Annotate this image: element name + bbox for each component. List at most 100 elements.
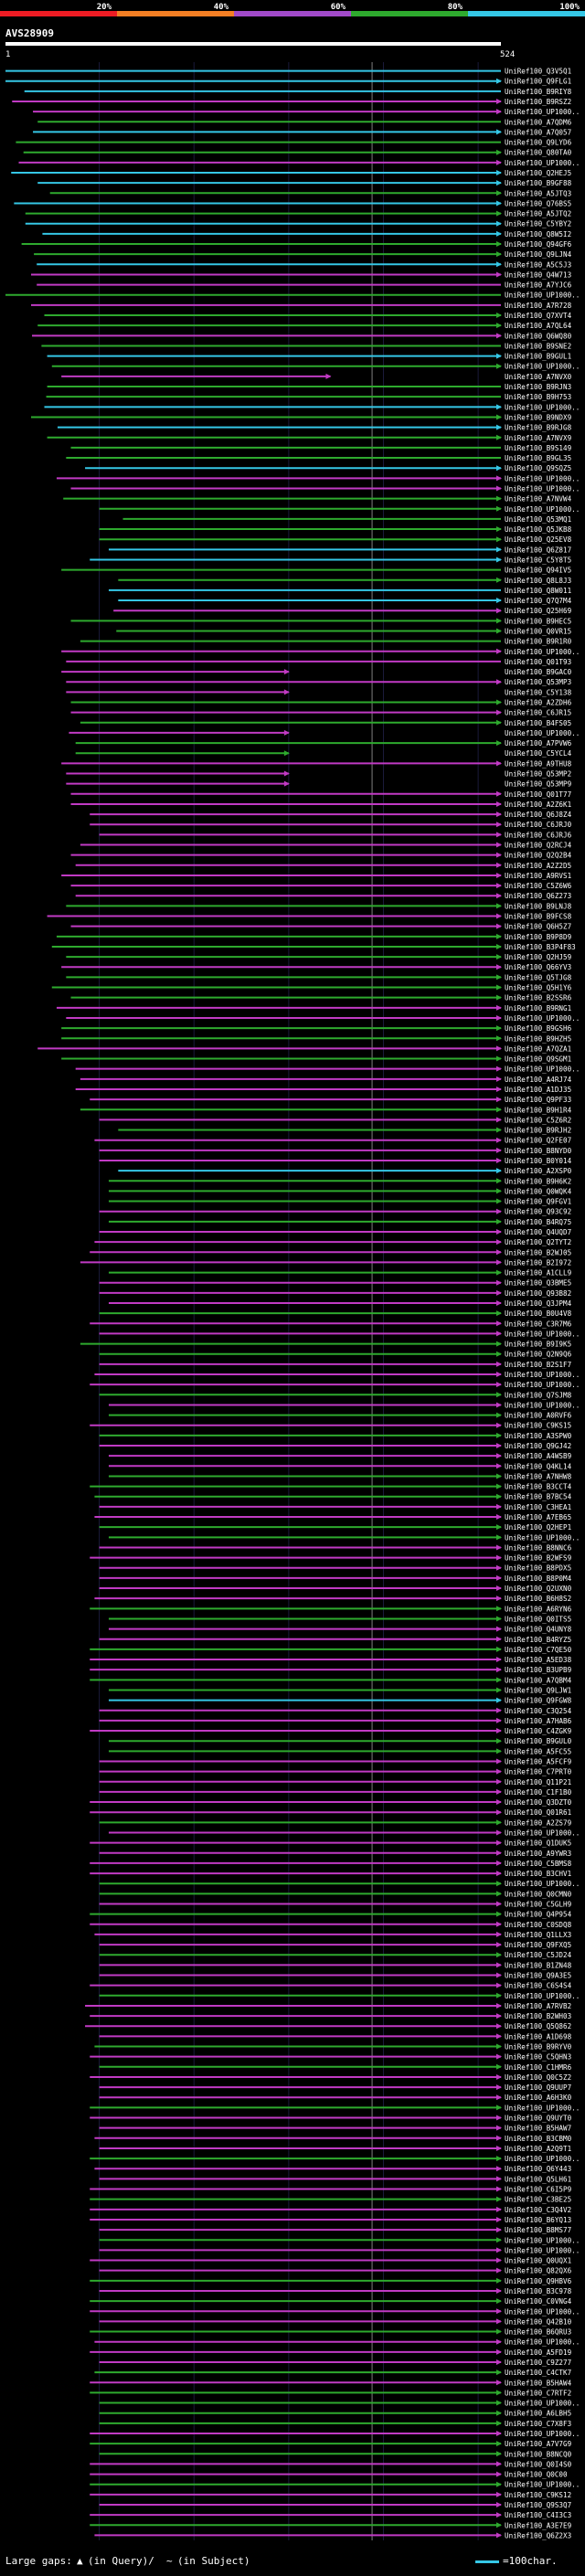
hit-label: UniRef100_Q66YV3 [505, 963, 571, 971]
hit-arrow [496, 2135, 502, 2141]
hit-arrow [496, 1860, 502, 1866]
hit-arrow [496, 2043, 502, 2050]
hit-arrow [496, 719, 502, 726]
hit-label: UniRef100_Q4UNY8 [505, 1626, 572, 1634]
hit-label: UniRef100_Q5TJG8 [505, 973, 572, 981]
hit-label: UniRef100_A7HAB6 [505, 1717, 572, 1725]
hit-arrow [496, 1463, 502, 1469]
hit-label: UniRef100_Q9S3Q7 [505, 2501, 571, 2509]
hit-arrow [496, 149, 502, 155]
hit-label: UniRef100_UP1000.. [505, 1065, 580, 1074]
hit-arrow [496, 760, 502, 767]
hit-label: UniRef100_B3CBM0 [505, 2135, 572, 2143]
query-bar [5, 42, 501, 46]
hit-arrow [496, 1534, 502, 1541]
hit-arrow [496, 2002, 502, 2009]
hit-label: UniRef100_C5QHN3 [505, 2053, 571, 2062]
hit-arrow [496, 434, 502, 440]
hit-label: UniRef100_A7PVW6 [505, 739, 572, 747]
hit-arrow [496, 424, 502, 430]
query-gap-icon: ▲ [77, 2555, 83, 2567]
hit-label: UniRef100_A9YWR3 [505, 1850, 571, 1858]
hit-arrow [496, 1310, 502, 1317]
hit-label: UniRef100_C6JRJ6 [505, 831, 572, 839]
scale-tick-label: 20% [97, 3, 112, 12]
hit-arrow [496, 190, 502, 196]
hit-label: UniRef100_Q4KL14 [505, 1462, 572, 1470]
hit-label: UniRef100_B3CHV1 [505, 1870, 572, 1878]
hit-arrow [496, 2380, 502, 2386]
hit-label: UniRef100_B9RJN3 [505, 383, 571, 391]
hit-label: UniRef100_Q6J8Z4 [505, 811, 572, 819]
hit-label: UniRef100_B8PDX5 [505, 1564, 571, 1573]
hit-arrow [496, 1289, 502, 1296]
hit-arrow [496, 2471, 502, 2477]
hit-label: UniRef100_C6JR15 [505, 709, 571, 717]
hit-label: UniRef100_Q01R61 [505, 1808, 572, 1817]
hit-label: UniRef100_B3C978 [505, 2287, 572, 2295]
hit-arrow [496, 78, 502, 84]
hit-label: UniRef100_B1ZN48 [505, 1961, 572, 1969]
subject-gap-icon: ~ [166, 2555, 173, 2567]
hit-label: UniRef100_Q9LJN4 [505, 250, 572, 259]
hit-label: UniRef100_B7BC54 [505, 1493, 572, 1501]
hit-arrow [496, 200, 502, 207]
hit-label: UniRef100_C9KS12 [505, 2491, 571, 2499]
hit-arrow [496, 2013, 502, 2019]
hit-arrow [496, 1422, 502, 1428]
hit-arrow [496, 1208, 502, 1214]
hit-label: UniRef100_UP1000.. [505, 2400, 580, 2408]
hit-label: UniRef100_Q3DZT0 [505, 1798, 572, 1807]
hit-arrow [496, 1829, 502, 1836]
hit-arrow [496, 210, 502, 217]
hit-label: UniRef100_A6RYN6 [505, 1605, 572, 1613]
hit-label: UniRef100_Q6Z273 [505, 892, 571, 900]
hit-label: UniRef100_Q2Q2B4 [505, 852, 572, 860]
hit-arrow [496, 984, 502, 991]
hit-label: UniRef100_Q2RCJ4 [505, 842, 572, 850]
hit-arrow [496, 465, 502, 472]
hit-label: UniRef100_A5FC55 [505, 1747, 571, 1755]
hit-arrow [496, 1269, 502, 1276]
hit-arrow [496, 557, 502, 563]
hit-label: UniRef100_Q3JPM4 [505, 1299, 572, 1308]
hit-arrow [496, 2023, 502, 2030]
hit-label: UniRef100_B9RJH2 [505, 1127, 571, 1135]
hit-arrow [496, 598, 502, 604]
hit-arrow [496, 1514, 502, 1521]
legend-scale-swatch [475, 2560, 499, 2563]
hit-arrow [496, 628, 502, 634]
hit-label: UniRef100_B6YQ13 [505, 2216, 571, 2224]
hit-arrow [496, 2237, 502, 2243]
hit-label: UniRef100_A7QBM4 [505, 1676, 572, 1684]
hit-label: UniRef100_UP1000.. [505, 2246, 580, 2254]
hit-arrow [496, 1911, 502, 1917]
hit-label: UniRef100_C5Z6R2 [505, 1116, 571, 1124]
hit-arrow [496, 1137, 502, 1143]
hit-label: UniRef100_A0RVF6 [505, 1412, 572, 1420]
hit-arrow [283, 669, 290, 675]
hit-label: UniRef100_Q0C00 [505, 2471, 568, 2479]
hit-arrow [496, 832, 502, 838]
hit-arrow [496, 1014, 502, 1021]
hit-label: UniRef100_A7QZA1 [505, 1044, 572, 1053]
hit-label: UniRef100_Q9A3E5 [505, 1972, 571, 1980]
hit-label: UniRef100_Q2TYT2 [505, 1238, 571, 1246]
hit-label: UniRef100_B9RSZ2 [505, 98, 571, 106]
hit-label: UniRef100_Q0ITS5 [505, 1615, 571, 1623]
legend-subject-gap-label: (in Subject) [177, 2555, 250, 2567]
hit-label: UniRef100_A2ZS79 [505, 1818, 572, 1827]
hit-arrow [496, 2145, 502, 2151]
hit-label: UniRef100_B9HZH5 [505, 1034, 571, 1043]
hit-label: UniRef100_Q0UQX1 [505, 2257, 572, 2265]
hit-label: UniRef100_B2WFS9 [505, 1554, 572, 1563]
hit-label: UniRef100_C5JD24 [505, 1951, 572, 1959]
hit-label: UniRef100_Q9GJ42 [505, 1442, 571, 1450]
hit-label: UniRef100_B4RYZ5 [505, 1636, 571, 1644]
hit-label: UniRef100_C5BMS8 [505, 1860, 572, 1868]
hit-arrow [496, 800, 502, 807]
hit-arrow [496, 2053, 502, 2060]
hit-arrow [496, 1717, 502, 1723]
hit-label: UniRef100_UP1000.. [505, 2481, 580, 2489]
hit-arrow [496, 964, 502, 970]
